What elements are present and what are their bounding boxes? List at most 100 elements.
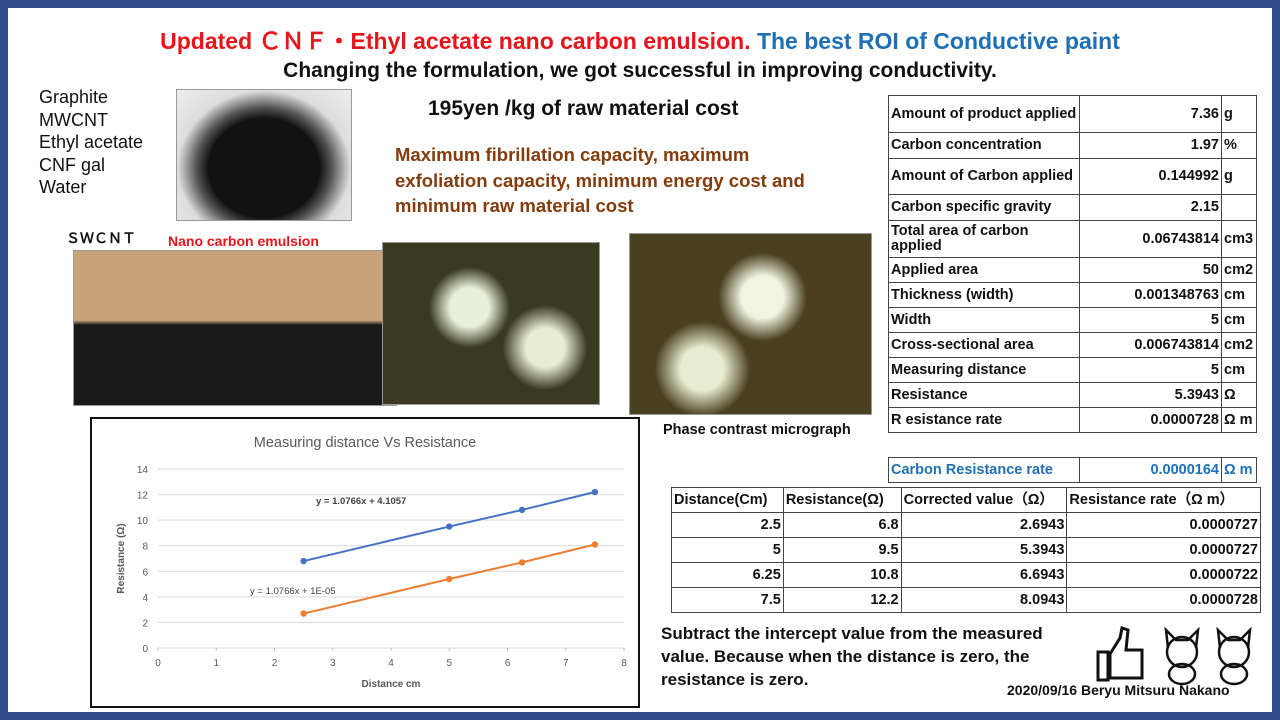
capacity: Maximum fibrillation capacity, maximum e… [395, 144, 805, 216]
x-tick-label: 3 [330, 658, 336, 669]
swcnt-label: ＳＷＣＮＴ [66, 230, 136, 246]
table-header-cell: Resistance rate（Ω m） [1066, 487, 1261, 513]
y-axis-label: Resistance (Ω) [116, 523, 127, 593]
trendline-label: y = 1.0766x + 4.1057 [316, 496, 406, 507]
table-cell: % [1221, 132, 1257, 159]
data-point [300, 610, 307, 617]
data-point [300, 557, 307, 565]
table-cell: 0.0000727 [1066, 512, 1261, 538]
series-line [303, 491, 596, 563]
table-cell: 2.5 [671, 512, 784, 538]
table-cell: Amount of product applied [888, 95, 1080, 133]
micrograph-1 [382, 242, 600, 405]
table-header-cell: Resistance(Ω) [782, 487, 902, 513]
footer: 2020/09/16 Beryu Mitsuru Nakano [1007, 682, 1230, 698]
table-cell: 0.0000164 [1079, 457, 1222, 483]
table-cell: Applied area [888, 257, 1080, 283]
y-tick-label: 2 [142, 618, 148, 629]
bucket-photo [176, 89, 352, 221]
table-row: 5 9.5 5.3943 0.0000727 [671, 537, 1261, 563]
table-cell: cm2 [1221, 257, 1257, 283]
table-cell: 9.5 [782, 537, 902, 563]
measurements-table: Distance(Cm) Resistance(Ω) Corrected value… [671, 487, 1261, 613]
table-header-cell: Distance(Cm) [671, 487, 784, 513]
table-cell: 6.8 [782, 512, 902, 538]
micrograph-label: Phase contrast micrograph [663, 422, 851, 438]
table-cell: 0.06743814 [1079, 220, 1222, 258]
table-cell: 5 [671, 537, 784, 563]
table-cell: 7.36 [1079, 95, 1222, 133]
table-cell: Measuring distance [888, 357, 1080, 383]
table-cell: 0.0000727 [1066, 537, 1261, 563]
table-cell: R esistance rate [888, 407, 1080, 433]
chart: Measuring distance Vs Resistance 0 2 4 6 8 10 1… [116, 435, 627, 690]
chart-title: Measuring distance Vs Resistance [254, 435, 476, 451]
table-cell: 50 [1079, 257, 1222, 283]
table-cell: 0.0000728 [1079, 407, 1222, 433]
table-cell: 8.0943 [900, 587, 1068, 613]
table-cell: 6.25 [671, 562, 784, 588]
table-cell: 5.3943 [900, 537, 1068, 563]
table-row: Cross-sectional area 0.006743814 cm2 [888, 332, 1257, 358]
y-tick-label: 10 [137, 516, 149, 527]
title-blue: The best ROI of Conductive paint [756, 28, 1120, 54]
x-tick-label: 1 [213, 658, 219, 669]
cat-icon-1 [1164, 626, 1200, 686]
table-cell: Carbon specific gravity [888, 194, 1080, 221]
table-row: Carbon concentration 1.97% [888, 132, 1257, 159]
y-tick-label: 4 [142, 593, 148, 604]
table-cell: Ω [1221, 382, 1257, 408]
x-tick-label: 7 [563, 658, 569, 669]
title: Updated ＣＮＦ・Ethyl acetate nano carbon em… [8, 22, 1272, 56]
table-row: 2.5 6.8 2.6943 0.0000727 [671, 512, 1261, 538]
table-cell: Cross-sectional area [888, 332, 1080, 358]
table-cell: 1.97 [1079, 132, 1222, 159]
material: Ethyl acetate [39, 132, 144, 152]
table-row: Amount of Carbon applied 0.144992 g [888, 158, 1257, 195]
table-cell: Resistance [888, 382, 1080, 408]
table-header-cell: Corrected value（Ω） [900, 487, 1068, 513]
table-cell: cm [1221, 357, 1257, 383]
data-point [591, 488, 599, 496]
x-tick-label: 4 [388, 658, 394, 669]
table-cell: Ω m [1221, 457, 1257, 483]
table-cell: Width [888, 307, 1080, 333]
micrograph-2 [629, 233, 872, 415]
data-point [518, 506, 526, 514]
data-point [591, 541, 599, 548]
table-cell: 10.8 [782, 562, 902, 588]
x-tick-label: 8 [621, 658, 627, 669]
icons [1096, 626, 1252, 686]
table-row: 6.25 10.8 6.6943 0.0000722 [671, 562, 1261, 588]
chart-frame: Measuring distance Vs Resistance 0 2 4 6 8 10 1… [90, 417, 640, 708]
y-tick-label: 6 [142, 567, 148, 578]
y-tick-label: 0 [142, 644, 148, 655]
table-cell: 6.6943 [900, 562, 1068, 588]
table-row: Carbon Resistance rate 0.0000164 Ω m [888, 457, 1257, 483]
note: Subtract the intercept value from the me… [661, 624, 1043, 689]
table-row: Carbon specific gravity 2.15 [888, 194, 1257, 221]
y-tick-label: 12 [137, 491, 149, 502]
table-cell: 2.6943 [900, 512, 1068, 538]
table-cell: 0.0000728 [1066, 587, 1261, 613]
table-row: Total area of carbon applied 0.06743814 cm… [888, 220, 1257, 258]
table-cell: 5 [1079, 357, 1222, 383]
table-cell: cm2 [1221, 332, 1257, 358]
cost: 195yen /kg of raw material cost [428, 97, 739, 120]
table-cell: Thickness (width) [888, 282, 1080, 308]
y-tick-label: 8 [142, 542, 148, 553]
x-tick-label: 5 [446, 658, 452, 669]
table-cell: g [1221, 95, 1257, 133]
table-row: 7.5 12.2 8.0943 0.0000728 [671, 587, 1261, 613]
carbon-rate-table: Carbon Resistance rate 0.0000164 Ω m [888, 457, 1257, 483]
y-tick-label: 14 [137, 465, 149, 476]
table-cell: 0.001348763 [1079, 282, 1222, 308]
material: Water [39, 177, 87, 197]
materials-list: Graphite MWCNT Ethyl acetate CNF gal Water [39, 86, 143, 199]
properties-table: Amount of product applied 7.36 g Carbon con… [888, 95, 1257, 433]
title-red: Updated ＣＮＦ・Ethyl acetate nano carbon em… [160, 28, 751, 54]
table-cell: 5 [1079, 307, 1222, 333]
data-point [446, 523, 453, 530]
table-cell: 0.006743814 [1079, 332, 1222, 358]
